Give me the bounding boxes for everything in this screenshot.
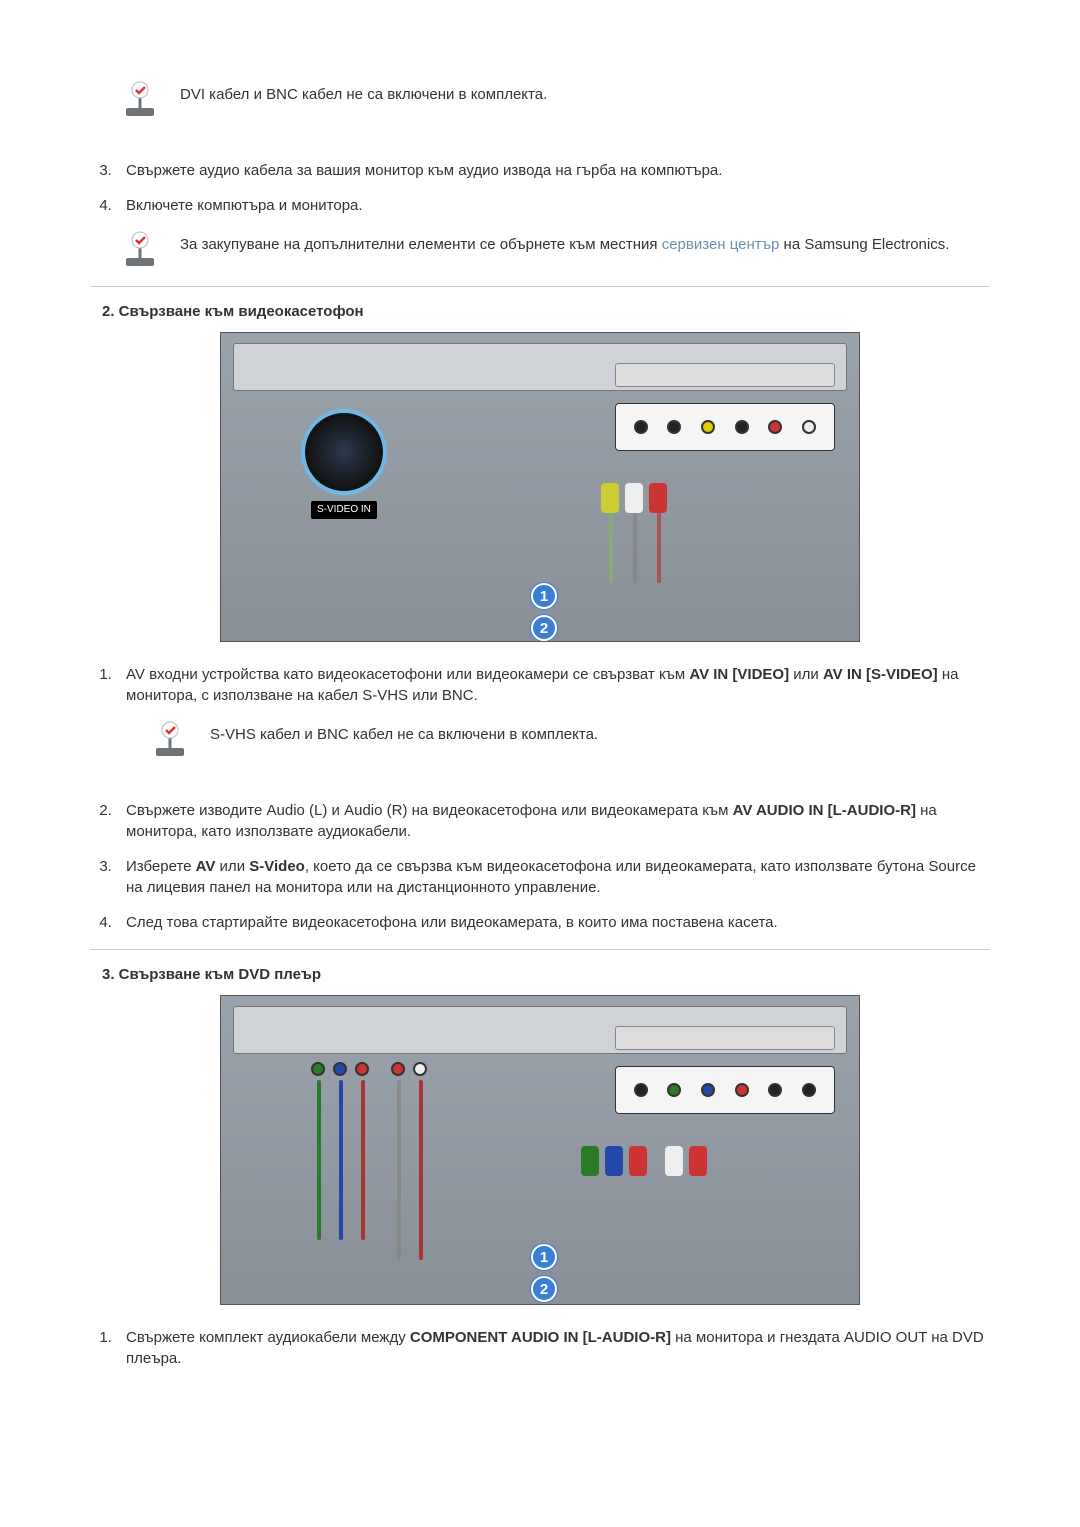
txt-bold: AV [196,858,216,875]
note-suffix: на Samsung Electronics. [779,236,949,253]
port [768,1083,782,1097]
note-icon [150,720,190,760]
dvd-ports-callout [615,1066,835,1114]
steps-vcr-b: Свържете изводите Audio (L) и Audio (R) … [90,800,990,933]
txt: AV входни устройства като видеокасетофон… [126,666,689,683]
plug-blue [605,1146,623,1176]
step-3: Свържете аудио кабела за вашия монитор к… [116,160,990,181]
port [634,420,648,434]
txt-bold: AV IN [VIDEO] [689,666,789,683]
port [701,420,715,434]
txt-bold: COMPONENT AUDIO IN [L-AUDIO-R] [410,1329,671,1346]
vcr-ports-callout [615,403,835,451]
txt: Изберете [126,858,196,875]
note-icon [120,230,160,270]
txt-bold: AV AUDIO IN [L-AUDIO-R] [733,802,916,819]
cable [633,513,637,583]
note-text: За закупуване на допълнителни елементи с… [180,230,949,255]
port-red [355,1062,369,1076]
section-3-title: 3. Свързване към DVD плеър [102,964,990,985]
plug-red [649,483,667,513]
port [701,1083,715,1097]
port-blue [333,1062,347,1076]
txt: Свържете комплект аудиокабели между [126,1329,410,1346]
steps-vcr-a: AV входни устройства като видеокасетофон… [90,664,990,706]
svideo-label: S-VIDEO IN [311,501,377,519]
marker-1: 1 [531,1244,557,1270]
cable [609,513,613,583]
note-service-center: За закупуване на допълнителни елементи с… [120,230,990,270]
step-2: Свържете изводите Audio (L) и Audio (R) … [116,800,990,842]
diagram-dvd: 1 2 [90,995,990,1305]
steps-computer-continued: Свържете аудио кабела за вашия монитор к… [90,160,990,216]
port-red [391,1062,405,1076]
port [802,420,816,434]
divider [90,949,990,950]
note-icon [120,80,160,120]
note-text: S-VHS кабел и BNC кабел не са включени в… [210,720,598,745]
svideo-closeup [301,409,387,495]
step-4: След това стартирайте видеокасетофона ил… [116,912,990,933]
service-center-link[interactable]: сервизен център [662,236,780,253]
note-svhs-bnc: S-VHS кабел и BNC кабел не са включени в… [150,720,990,760]
port [768,420,782,434]
port [735,420,749,434]
steps-dvd: Свържете комплект аудиокабели между COMP… [90,1327,990,1369]
txt: или [789,666,823,683]
plug-white [625,483,643,513]
step-4: Включете компютъра и монитора. [116,195,990,216]
txt-bold: AV IN [S-VIDEO] [823,666,938,683]
port-white [413,1062,427,1076]
step-1: Свържете комплект аудиокабели между COMP… [116,1327,990,1369]
divider [90,286,990,287]
plug-yellow [601,483,619,513]
note-text: DVI кабел и BNC кабел не са включени в к… [180,80,547,105]
plug-red [689,1146,707,1176]
dvd-device [615,1026,835,1050]
port [667,1083,681,1097]
marker-2: 2 [531,1276,557,1302]
txt: или [215,858,249,875]
diagram-vcr: S-VIDEO IN 1 2 [90,332,990,642]
port-green [311,1062,325,1076]
cable-green [317,1080,321,1240]
step-1: AV входни устройства като видеокасетофон… [116,664,990,706]
cable [657,513,661,583]
cable-red [361,1080,365,1240]
port [802,1083,816,1097]
port [634,1083,648,1097]
section-2-title: 2. Свързване към видеокасетофон [102,301,990,322]
port [667,420,681,434]
plug-green [581,1146,599,1176]
step-3: Изберете AV или S-Video, което да се свъ… [116,856,990,898]
cable-red [419,1080,423,1260]
note-dvi-bnc: DVI кабел и BNC кабел не са включени в к… [120,80,990,120]
vcr-device [615,363,835,387]
marker-1: 1 [531,583,557,609]
diagram-canvas: S-VIDEO IN 1 2 [220,332,860,642]
marker-2: 2 [531,615,557,641]
cable-blue [339,1080,343,1240]
note-prefix: За закупуване на допълнителни елементи с… [180,236,662,253]
cable-white [397,1080,401,1260]
txt-bold: S-Video [249,858,305,875]
port [735,1083,749,1097]
txt: Свържете изводите Audio (L) и Audio (R) … [126,802,733,819]
plug-white [665,1146,683,1176]
plug-red [629,1146,647,1176]
diagram-canvas: 1 2 [220,995,860,1305]
